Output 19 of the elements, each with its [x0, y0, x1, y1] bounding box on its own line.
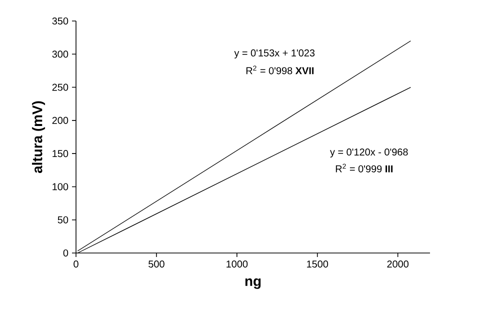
y-axis-title: altura (mV) — [32, 101, 46, 174]
y-tick-label: 150 — [52, 150, 68, 158]
y-tick-label: 100 — [52, 183, 68, 190]
x-tick-label: 0 — [74, 260, 78, 268]
annotation: R$^{2}$ = 0'999 III — [336, 164, 393, 172]
y-tick-label: 350 — [52, 17, 68, 25]
y-tick-label: 50 — [58, 216, 68, 224]
annotation: y = 0'120x - 0'968 — [330, 148, 408, 158]
y-tick-label: 300 — [52, 50, 68, 58]
x-axis-title: ng — [245, 278, 261, 289]
x-tick-label: 1500 — [307, 260, 328, 268]
y-tick-label: 250 — [52, 84, 68, 91]
y-tick-label: 0 — [63, 249, 68, 257]
y-tick-label: 200 — [52, 116, 68, 124]
annotation: R$^{2}$ = 0'998 XVII — [246, 66, 314, 74]
x-tick-label: 2000 — [387, 260, 409, 268]
x-tick-label: 1000 — [226, 260, 248, 268]
x-tick-label: 500 — [148, 260, 164, 268]
annotation: y = 0'153x + 1'023 — [234, 49, 315, 58]
